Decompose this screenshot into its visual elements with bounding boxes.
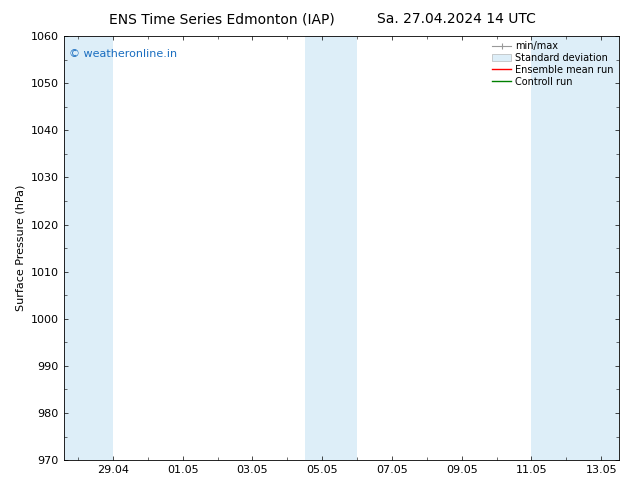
Text: ENS Time Series Edmonton (IAP): ENS Time Series Edmonton (IAP) (109, 12, 335, 26)
Bar (531, 36, 619, 460)
Text: © weatheronline.in: © weatheronline.in (69, 49, 178, 59)
Bar (305, 36, 357, 460)
Legend: min/max, Standard deviation, Ensemble mean run, Controll run: min/max, Standard deviation, Ensemble me… (490, 39, 616, 89)
Bar (63, 36, 113, 460)
Y-axis label: Surface Pressure (hPa): Surface Pressure (hPa) (15, 185, 25, 311)
Text: Sa. 27.04.2024 14 UTC: Sa. 27.04.2024 14 UTC (377, 12, 536, 26)
